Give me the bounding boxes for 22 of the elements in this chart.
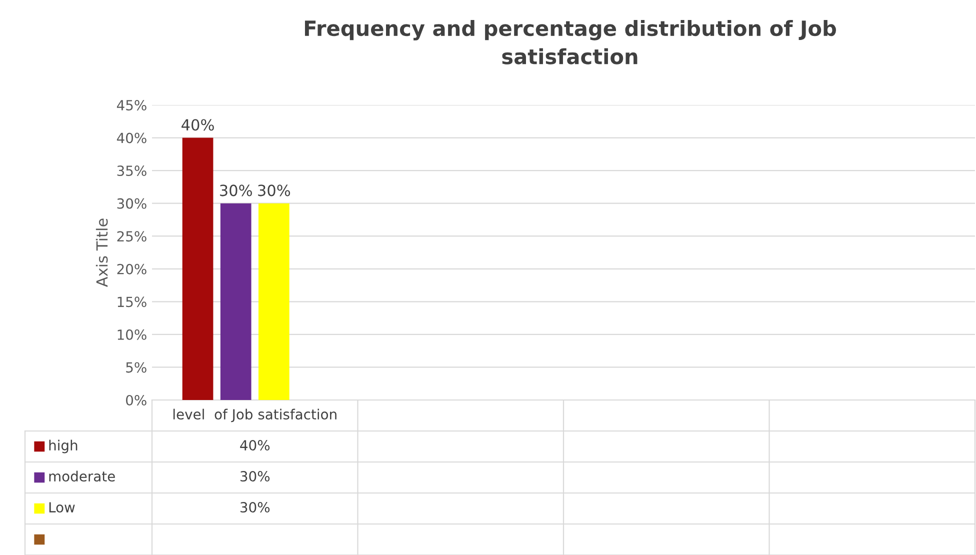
- y-tick-label: 5%: [126, 362, 146, 373]
- y-tick-label: 15%: [118, 296, 146, 308]
- y-tick-label: 20%: [117, 264, 146, 274]
- data-label: 30%: [220, 184, 252, 196]
- legend-label: Low: [49, 502, 75, 513]
- y-tick-label: 0%: [126, 394, 146, 406]
- y-tick-label: 35%: [117, 166, 146, 176]
- data-label: 30%: [258, 184, 290, 196]
- y-tick-label: 45%: [116, 100, 146, 110]
- y-axis-title: Axis Title: [96, 218, 108, 288]
- y-tick-label: 25%: [117, 231, 146, 242]
- text: 40%: [240, 440, 270, 451]
- y-tick-label: 30%: [117, 198, 146, 209]
- text: 30%: [240, 502, 270, 513]
- x-tick-label: level of Job satisfaction: [173, 408, 336, 422]
- y-tick-label: 10%: [118, 329, 146, 340]
- legend-label: moderate: [49, 470, 115, 482]
- data-label: 40%: [182, 119, 214, 131]
- legend-label: high: [49, 440, 78, 454]
- chart-title: Frequency and percentage distribution of Job satisfaction: [304, 20, 836, 64]
- text: 30%: [240, 471, 270, 482]
- y-tick-label: 40%: [116, 132, 146, 144]
